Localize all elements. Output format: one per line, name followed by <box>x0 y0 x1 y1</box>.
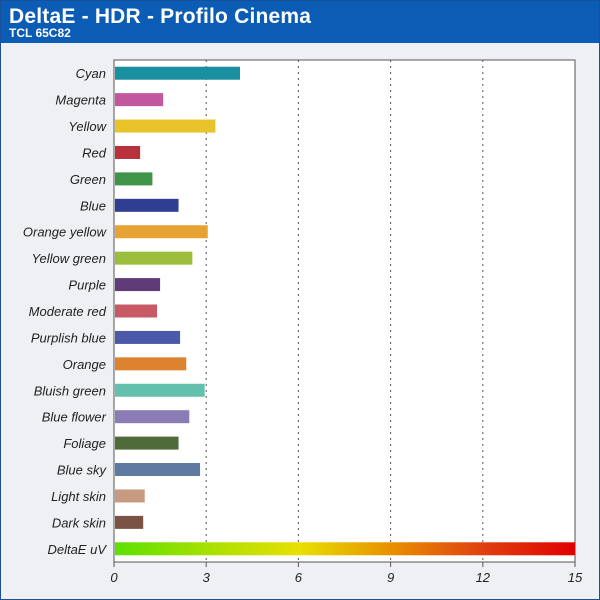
bar <box>115 383 205 397</box>
category-label: Foliage <box>63 436 106 451</box>
category-label: Light skin <box>51 489 106 504</box>
category-label: Red <box>82 145 107 160</box>
bar <box>115 515 144 529</box>
category-label: Orange yellow <box>23 225 108 240</box>
tick-label: 6 <box>295 570 303 585</box>
category-label: Green <box>70 172 106 187</box>
bar <box>115 436 179 450</box>
category-label: Yellow <box>68 119 107 134</box>
bar <box>115 542 575 556</box>
bar <box>115 330 181 344</box>
bar <box>115 489 145 503</box>
plot-area <box>113 59 576 563</box>
tick-label: 15 <box>568 570 583 585</box>
category-label: Magenta <box>55 93 106 108</box>
category-label: Dark skin <box>52 515 106 530</box>
bar <box>115 304 158 318</box>
category-label: Bluish green <box>34 383 106 398</box>
category-label: Yellow green <box>32 251 106 266</box>
bar <box>115 198 179 212</box>
bar <box>115 66 241 80</box>
category-label: Blue <box>80 198 106 213</box>
bar <box>115 410 190 424</box>
bar <box>115 93 164 107</box>
bar <box>115 145 141 159</box>
category-label: DeltaE uV <box>47 542 107 557</box>
bar <box>115 172 153 186</box>
chart-subtitle: TCL 65C82 <box>9 26 71 40</box>
category-label: Cyan <box>76 66 106 81</box>
tick-label: 0 <box>110 570 118 585</box>
chart-title: DeltaE - HDR - Profilo Cinema <box>9 5 312 28</box>
bar <box>115 278 161 292</box>
category-label: Purple <box>68 278 106 293</box>
bar <box>115 463 201 477</box>
bar <box>115 251 193 265</box>
header-bar: DeltaE - HDR - Profilo Cinema TCL 65C82 <box>1 1 599 43</box>
category-label: Orange <box>63 357 106 372</box>
tick-label: 3 <box>203 570 211 585</box>
category-label: Moderate red <box>29 304 107 319</box>
category-label: Blue flower <box>42 410 107 425</box>
bar <box>115 357 187 371</box>
bar <box>115 225 208 239</box>
category-label: Blue sky <box>57 463 108 478</box>
bar <box>115 119 216 133</box>
tick-label: 12 <box>476 570 491 585</box>
tick-label: 9 <box>387 570 394 585</box>
category-label: Purplish blue <box>31 330 106 345</box>
